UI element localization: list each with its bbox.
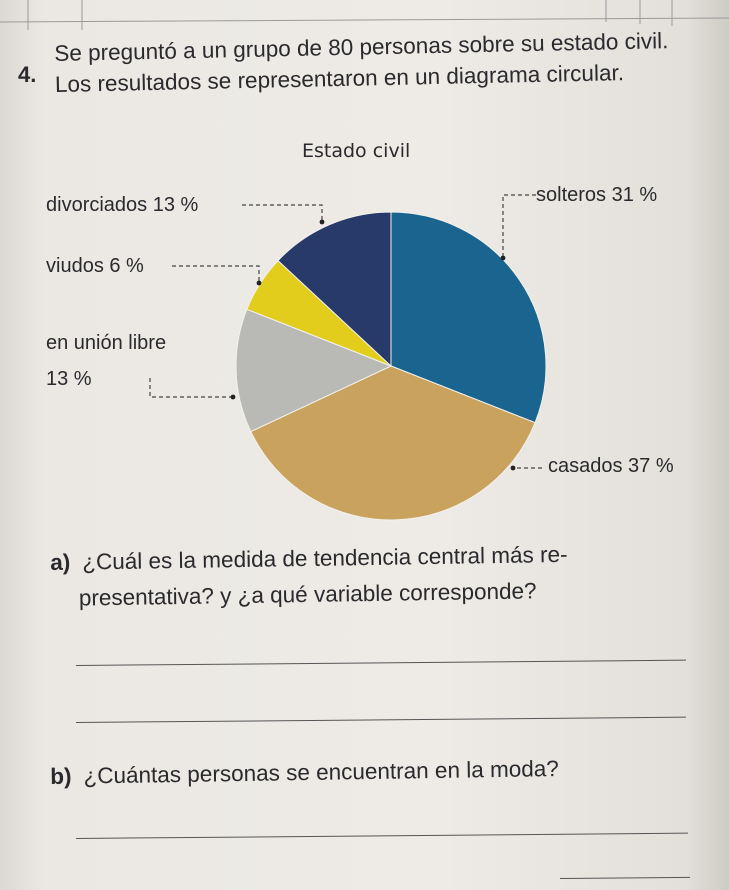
- sub-question-b-line1: ¿Cuántas personas se encuentran en la mo…: [83, 756, 559, 789]
- leader-line-divorciados: [242, 204, 323, 222]
- slice-label-divorciados: divorciados 13 %: [46, 194, 199, 216]
- pie-slice-casados: [250, 365, 536, 521]
- leader-line-solteros: [502, 194, 536, 258]
- slice-label-casados: casados 37 %: [548, 455, 674, 477]
- pie-slice-en-union-libre: [235, 308, 393, 433]
- leader-dot-divorciados: [319, 219, 325, 225]
- leader-dot-union-libre: [230, 394, 236, 400]
- leader-dot-solteros: [500, 255, 506, 261]
- slice-label-union-libre-name: en unión libre: [46, 332, 167, 354]
- pie-slice-divorciados: [277, 211, 392, 368]
- leader-line-viudos: [172, 265, 260, 283]
- chart-title: Estado civil: [302, 140, 411, 162]
- slice-label-solteros: solteros 31 %: [536, 184, 658, 206]
- slice-label-union-libre-value: 13 %: [46, 368, 92, 390]
- sub-question-a-line1: ¿Cuál es la medida de tendencia central …: [82, 541, 568, 575]
- leader-dot-viudos: [256, 280, 262, 286]
- question-number: 4.: [18, 62, 37, 87]
- sub-question-a-letter: a): [50, 549, 71, 575]
- top-table-remnant: [0, 0, 729, 30]
- sub-question-a: a) ¿Cuál es la medida de tendencia centra…: [50, 537, 568, 617]
- slice-label-viudos: viudos 6 %: [46, 255, 144, 277]
- pie-slice-solteros: [390, 211, 547, 424]
- leader-dot-casados: [510, 465, 516, 471]
- leader-line-union-libre: [149, 378, 233, 398]
- sub-question-b-letter: b): [50, 763, 72, 789]
